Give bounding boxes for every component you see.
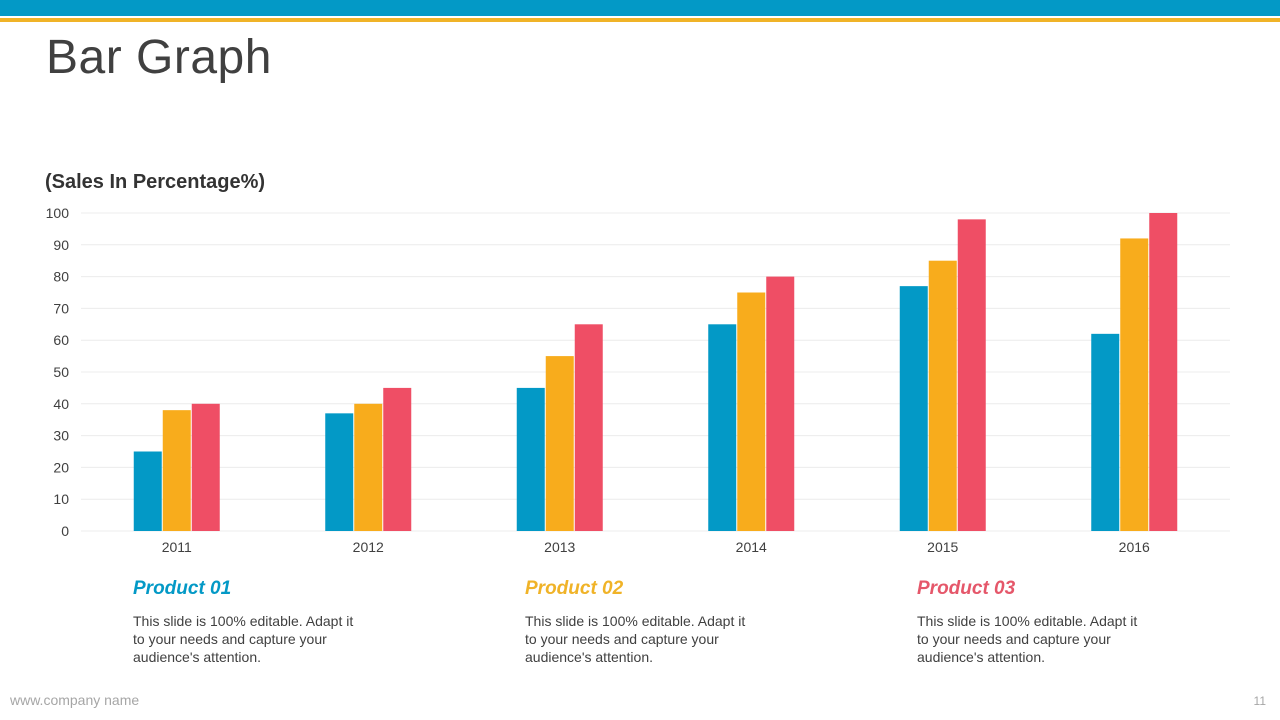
product-description-1: This slide is 100% editable. Adapt it to… <box>133 613 354 665</box>
chart-title: (Sales In Percentage%) <box>45 171 266 193</box>
y-tick-label: 70 <box>53 300 69 316</box>
bar-product-03-2016 <box>1149 213 1178 531</box>
y-tick-label: 80 <box>53 269 69 285</box>
y-tick-label: 20 <box>53 459 69 475</box>
y-tick-label: 10 <box>53 491 69 507</box>
page-number: 11 <box>1253 694 1266 708</box>
y-tick-label: 40 <box>53 396 69 412</box>
y-tick-label: 90 <box>53 237 69 253</box>
product-description-3: This slide is 100% editable. Adapt it to… <box>917 613 1138 665</box>
bar-product-01-2016 <box>1091 333 1120 531</box>
bar-product-03-2013 <box>574 324 603 531</box>
x-tick-label: 2016 <box>1119 539 1150 555</box>
bar-product-02-2014 <box>737 292 766 531</box>
product-title-1: Product 01 <box>133 578 232 599</box>
product-description-2: This slide is 100% editable. Adapt it to… <box>525 613 746 665</box>
bar-product-02-2016 <box>1120 238 1149 531</box>
y-tick-label: 100 <box>46 205 70 221</box>
header-accent-bar <box>0 0 1280 16</box>
bar-product-03-2014 <box>766 276 795 531</box>
bar-product-03-2015 <box>957 219 986 532</box>
x-tick-label: 2011 <box>162 539 192 555</box>
bar-product-01-2012 <box>325 413 354 531</box>
bar-product-02-2011 <box>162 410 191 531</box>
bar-product-02-2015 <box>928 260 957 531</box>
slide-title: Bar Graph <box>46 31 272 84</box>
bar-product-01-2014 <box>708 324 737 531</box>
bar-product-02-2012 <box>354 403 383 531</box>
bar-product-01-2015 <box>899 286 928 531</box>
header-accent-line <box>0 18 1280 22</box>
x-tick-label: 2013 <box>544 539 575 555</box>
y-tick-label: 0 <box>61 523 69 539</box>
bar-product-01-2013 <box>516 387 545 531</box>
bar-chart: 0 10 20 30 40 50 60 70 80 90 100 2011 2012 2013 2014 20… <box>46 205 1230 555</box>
x-tick-label: 2015 <box>927 539 958 555</box>
product-block-2: Product 02 This slide is 100% editable. … <box>525 578 765 666</box>
y-tick-label: 60 <box>53 332 69 348</box>
product-block-3: Product 03 This slide is 100% editable. … <box>917 578 1157 666</box>
y-tick-label: 30 <box>53 428 69 444</box>
y-tick-label: 50 <box>53 364 69 380</box>
bar-product-01-2011 <box>133 451 162 531</box>
bar-product-02-2013 <box>545 356 574 531</box>
footer-url: www.company name <box>10 692 140 708</box>
bar-product-03-2012 <box>383 387 412 531</box>
product-block-1: Product 01 This slide is 100% editable. … <box>133 578 373 666</box>
x-tick-label: 2014 <box>736 539 767 555</box>
product-title-3: Product 03 <box>917 578 1016 599</box>
product-title-2: Product 02 <box>525 578 624 599</box>
x-tick-label: 2012 <box>353 539 384 555</box>
bar-product-03-2011 <box>191 403 220 531</box>
